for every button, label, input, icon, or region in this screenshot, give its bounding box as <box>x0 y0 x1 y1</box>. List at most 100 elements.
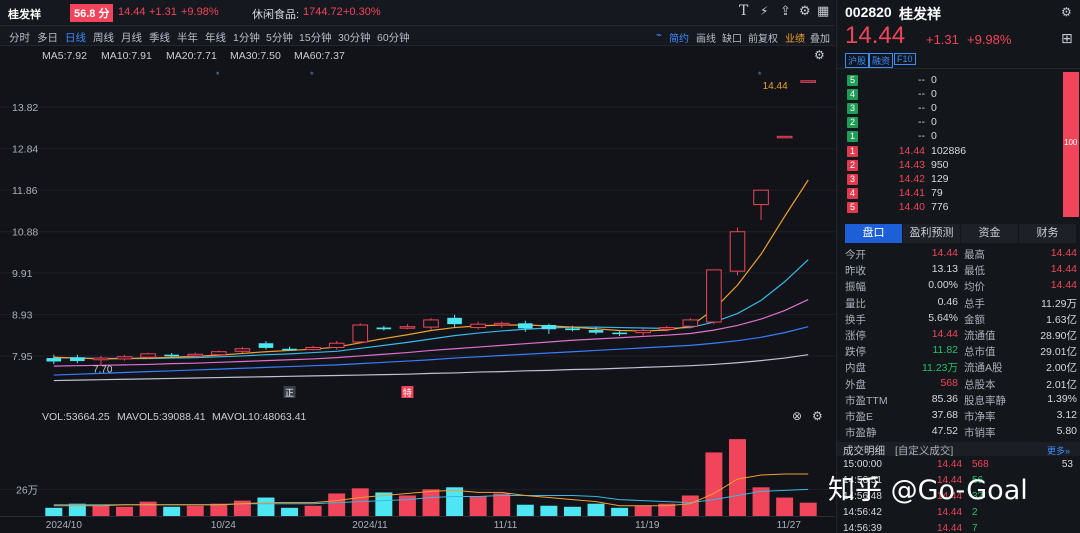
sell-row[interactable]: 5 -- 0 <box>845 74 995 87</box>
tab-finance[interactable]: 财务 <box>1019 224 1076 243</box>
adjust-button[interactable]: 前复权 <box>748 34 778 45</box>
text-tool-icon[interactable]: T <box>739 3 749 19</box>
tick-time: 15:00:00 <box>843 459 882 470</box>
buy-row[interactable]: 5 14.40 776 <box>845 201 995 214</box>
add-icon[interactable]: ⊞ <box>1061 30 1073 46</box>
period-tab[interactable]: 季线 <box>149 32 170 44</box>
draw-line-button[interactable]: 画线 <box>696 34 716 45</box>
candle-body <box>93 357 109 361</box>
buy-row[interactable]: 1 14.44 102886 <box>845 145 995 158</box>
stat-label: 外盘 <box>845 378 866 391</box>
header-price: 14.44 <box>118 6 146 18</box>
mavol5-line <box>53 473 809 507</box>
more-button[interactable]: 更多» <box>1047 446 1071 456</box>
tab-funds[interactable]: 资金 <box>961 224 1018 243</box>
tag-badge[interactable]: F10 <box>894 53 916 65</box>
candlestick-chart[interactable]: 13.82 12.84 11.86 10.88 9.91 8.93 7.95 * * * 7.70 1… <box>0 62 835 406</box>
tick-row: 14:56:48 14.44 32 <box>841 491 1073 505</box>
bid-price: 14.43 <box>898 159 925 171</box>
level-badge: 1 <box>847 146 858 157</box>
lightning-icon[interactable]: ⚡ <box>760 4 769 18</box>
period-tab[interactable]: 5分钟 <box>266 32 293 44</box>
stat-label: 总市值 <box>964 346 996 359</box>
tick-time: 14:56:39 <box>843 523 882 533</box>
ma20-line <box>53 299 809 367</box>
volume-bar <box>776 497 794 516</box>
volume-bar <box>469 496 487 516</box>
overlay-button[interactable]: 叠加 <box>810 34 830 45</box>
stat-label: 今开 <box>845 249 866 261</box>
period-tab[interactable]: 月线 <box>121 32 142 44</box>
period-tab[interactable]: 1分钟 <box>233 32 260 44</box>
volume-bar <box>351 488 369 516</box>
candle-body <box>470 323 486 329</box>
tag-badge[interactable]: 沪股 <box>845 53 870 68</box>
stock-name[interactable]: 桂发祥 <box>8 9 41 21</box>
ask-price: -- <box>918 116 925 128</box>
x-tick-label: 2024/10 <box>46 520 83 531</box>
period-tab[interactable]: 年线 <box>205 32 226 44</box>
candle-body <box>635 330 651 334</box>
stat-value: 11.82 <box>932 344 959 357</box>
gap-button[interactable]: 缺口 <box>722 34 742 45</box>
period-tab[interactable]: 多日 <box>37 32 58 44</box>
custom-ticks-button[interactable]: [自定义成交] <box>895 445 954 457</box>
period-tab-active[interactable]: 日线 <box>65 32 86 44</box>
settings-icon[interactable]: ⚙ <box>799 3 811 18</box>
chart-type-icon[interactable]: ⌁ <box>656 30 663 41</box>
period-tab[interactable]: 60分钟 <box>377 32 410 44</box>
period-tab[interactable]: 30分钟 <box>338 32 371 44</box>
level-badge: 3 <box>847 174 858 185</box>
volume-bar <box>611 507 629 516</box>
volume-settings-icon[interactable]: ⚙ <box>812 409 823 423</box>
stat-label: 股息率静 <box>964 394 1006 407</box>
tick-price: 14.44 <box>937 523 963 533</box>
buy-row[interactable]: 4 14.41 79 <box>845 187 995 200</box>
stat-value: 37.68 <box>931 409 958 421</box>
ask-volume: 0 <box>931 74 937 86</box>
stat-item: 金额 1.63亿 <box>964 312 1077 326</box>
ticks-title: 成交明细 <box>843 445 885 457</box>
candle-body <box>352 324 369 343</box>
volume-chart[interactable]: 26万 2024/10 10/24 2024/11 11/11 11/19 11/27 <box>0 426 835 533</box>
buy-row[interactable]: 3 14.42 129 <box>845 173 995 186</box>
period-tab[interactable]: 周线 <box>93 32 114 44</box>
sell-row[interactable]: 3 -- 0 <box>845 102 995 115</box>
buy-row[interactable]: 2 14.43 950 <box>845 159 995 172</box>
period-tab[interactable]: 15分钟 <box>299 32 332 44</box>
grid-icon[interactable]: ▦ <box>817 3 830 18</box>
candle-body <box>211 351 227 356</box>
stat-label: 均价 <box>964 281 985 294</box>
simple-mode-button[interactable]: 简约 <box>669 34 689 45</box>
score-badge[interactable]: 56.8 分 <box>70 4 114 22</box>
volume-bar <box>799 502 817 516</box>
tag-badge[interactable]: 融资 <box>869 53 894 68</box>
tab-orderbook[interactable]: 盘口 <box>845 224 902 243</box>
tick-vol: 2 <box>972 507 978 518</box>
sell-row[interactable]: 1 -- 0 <box>845 130 995 143</box>
period-tab[interactable]: 分时 <box>9 32 30 44</box>
tab-forecast[interactable]: 盈利预测 <box>903 224 960 243</box>
mavol5-legend: MAVOL5:39088.41 <box>117 411 206 423</box>
chart-settings-icon[interactable]: ⚙ <box>814 48 825 62</box>
stat-label: 量比 <box>845 297 866 310</box>
close-icon[interactable]: ⊗ <box>792 409 803 423</box>
sell-row[interactable]: 4 -- 0 <box>845 88 995 101</box>
settings-icon[interactable]: ⚙ <box>1061 5 1072 19</box>
ask-volume: 0 <box>931 116 937 128</box>
y-tick-label: 10.88 <box>12 227 38 239</box>
sector-name[interactable]: 休闲食品: <box>252 9 300 21</box>
period-tabs: 分时 多日 日线 周线 月线 季线 半年 年线 1分钟 5分钟 15分钟 30分… <box>0 26 835 46</box>
volume-bar <box>328 493 346 516</box>
candle-body <box>116 356 133 360</box>
performance-button[interactable]: 业绩 <box>785 34 805 45</box>
candle-body <box>588 330 604 333</box>
candle-body <box>140 353 156 358</box>
stat-value: 2.01亿 <box>1046 378 1077 391</box>
share-icon[interactable]: ⇪ <box>780 3 791 18</box>
sell-row[interactable]: 2 -- 0 <box>845 116 995 129</box>
period-tab[interactable]: 半年 <box>177 32 198 44</box>
stat-item: 股息率静 1.39% <box>964 393 1077 407</box>
stat-item: 市盈E 37.68 <box>845 409 958 423</box>
divider <box>837 68 1080 69</box>
